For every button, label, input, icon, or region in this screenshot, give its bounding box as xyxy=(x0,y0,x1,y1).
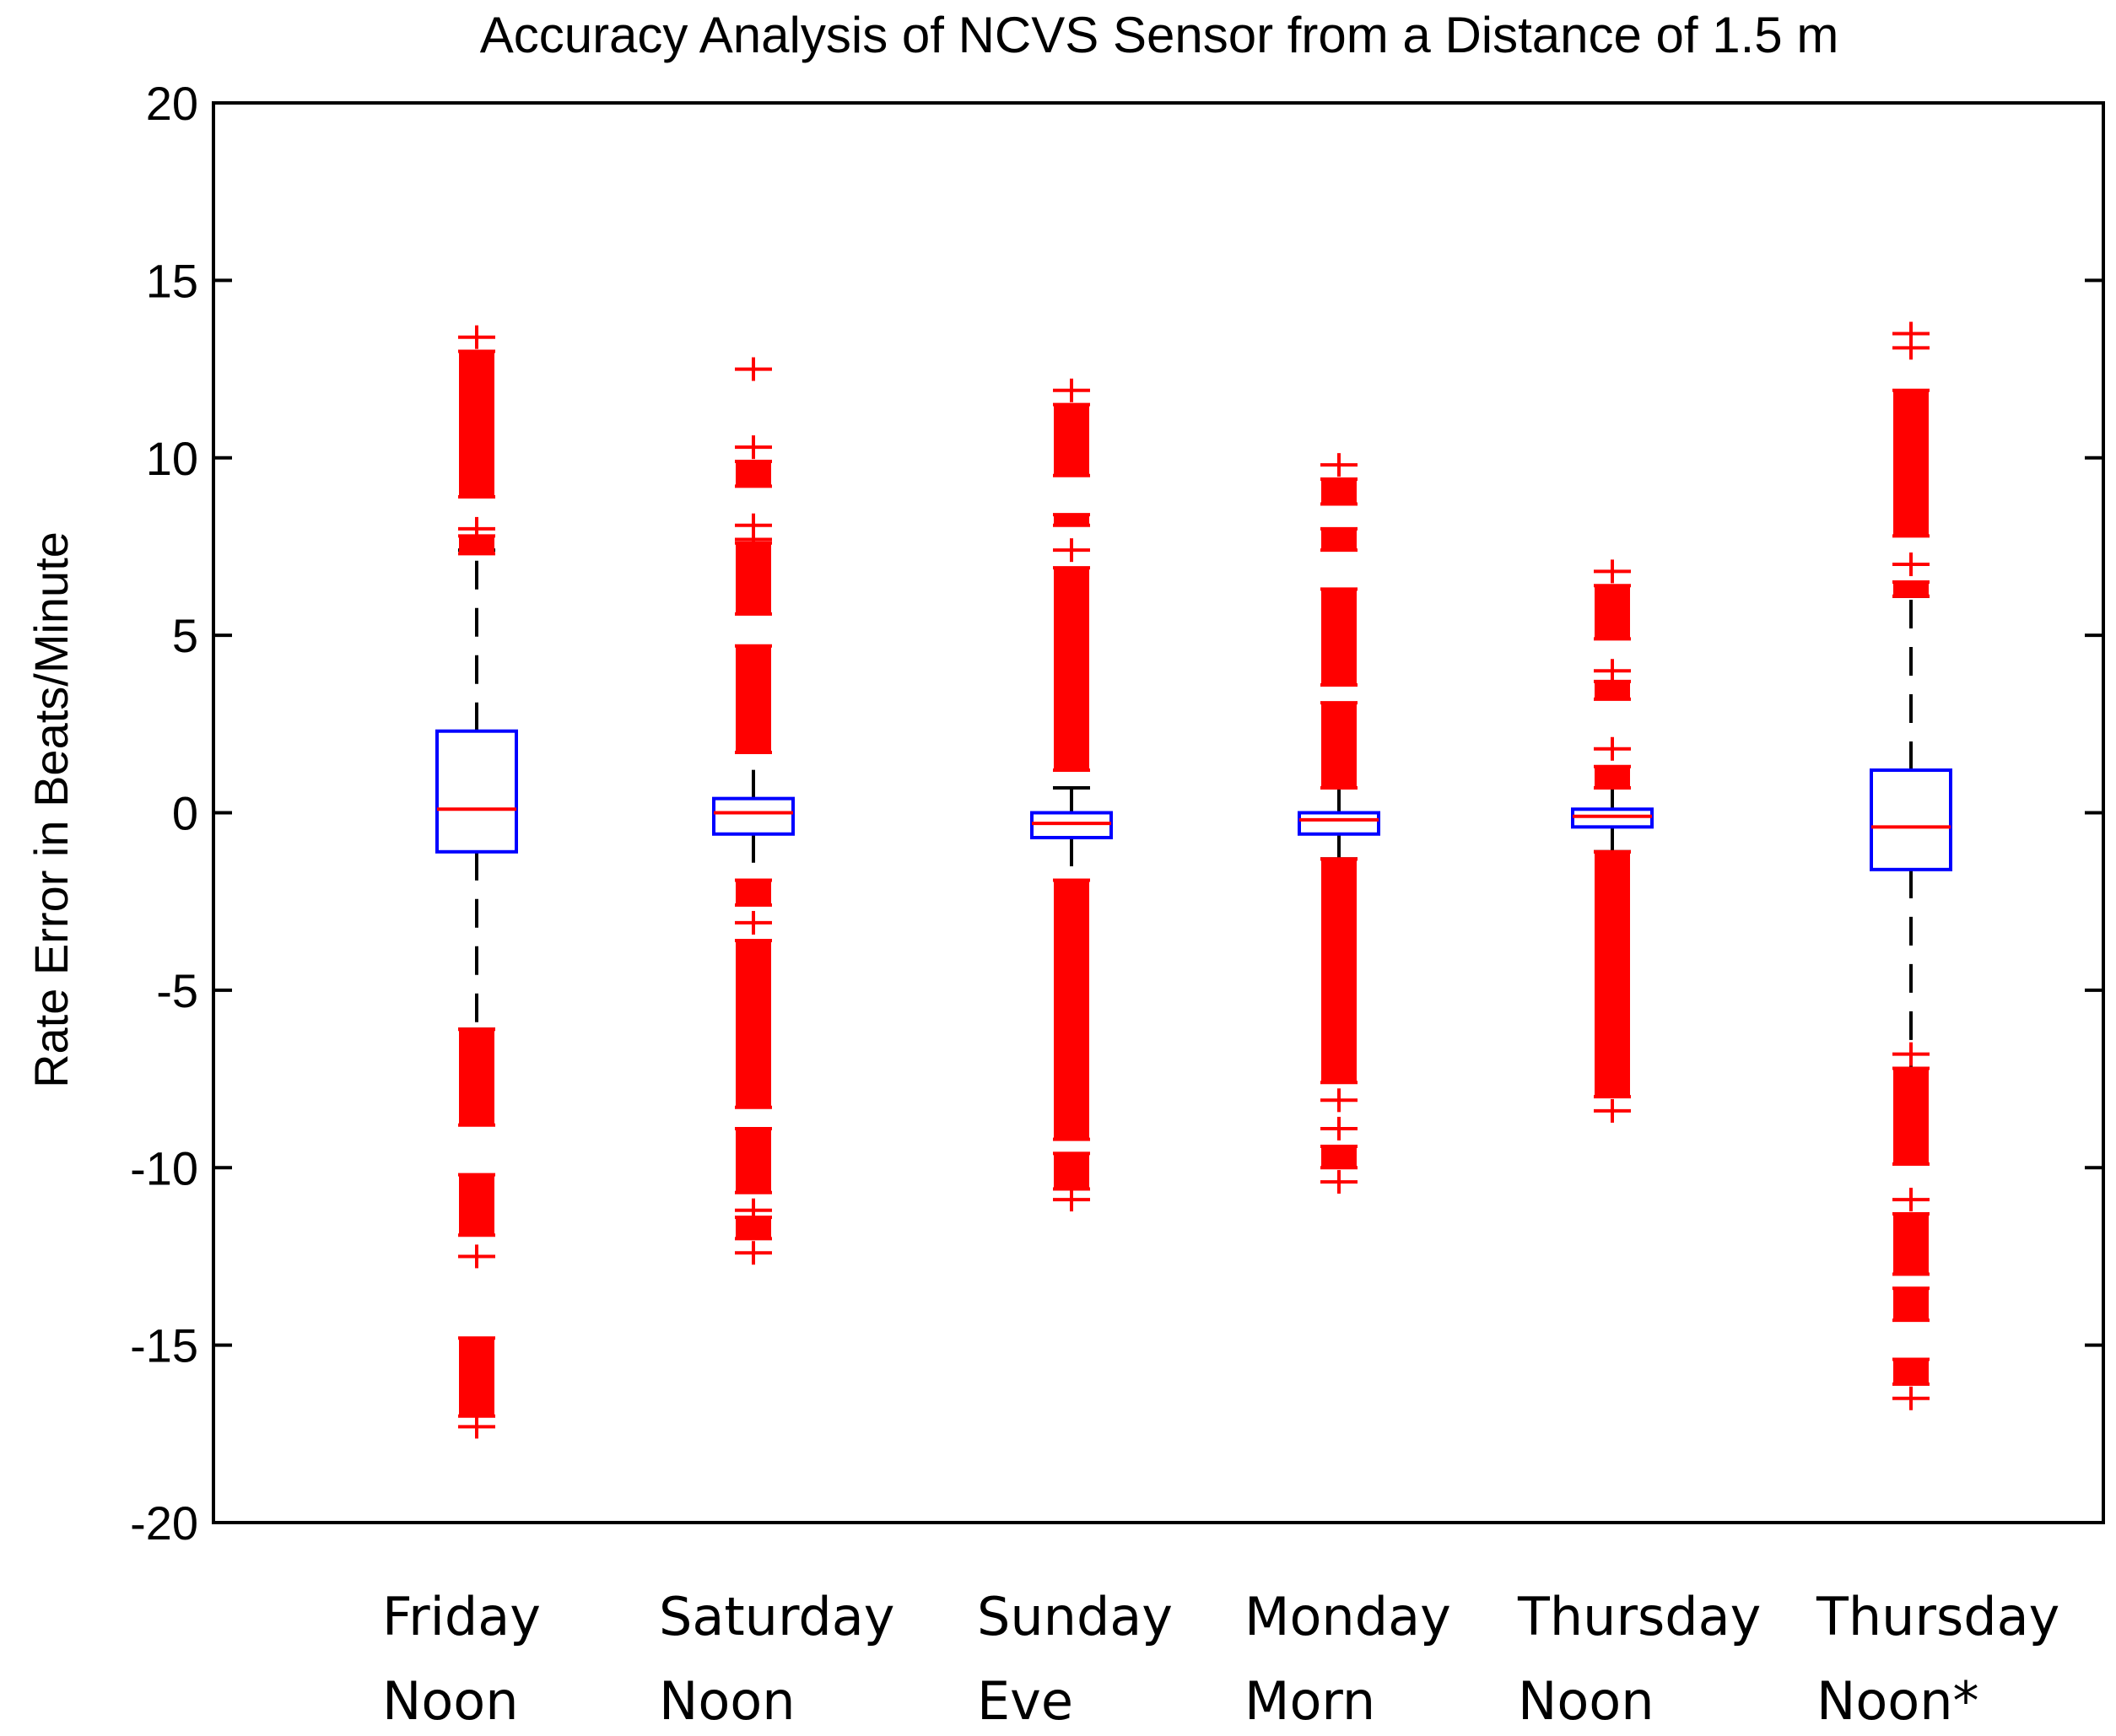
category-label-line1: Sunday xyxy=(977,1586,1173,1647)
outlier-band xyxy=(1595,585,1630,639)
box-group xyxy=(1030,378,1113,1212)
box xyxy=(1030,811,1113,839)
outlier-band xyxy=(459,351,494,498)
box-group xyxy=(712,357,795,1265)
category-label-line1: Friday xyxy=(382,1586,541,1647)
category-label-line2: Morn xyxy=(1244,1670,1375,1732)
outlier-band xyxy=(736,645,771,752)
box-group xyxy=(1870,321,1952,1410)
outlier-band xyxy=(1321,478,1357,504)
plot-area xyxy=(435,321,1952,1439)
category-label-line2: Noon* xyxy=(1816,1670,1979,1732)
outlier-band xyxy=(736,461,771,487)
outlier-band xyxy=(459,1338,494,1416)
y-tick-label: 0 xyxy=(172,787,198,840)
box-group xyxy=(1571,559,1654,1123)
category-label-line1: Thursday xyxy=(1517,1586,1761,1647)
box xyxy=(1870,768,1952,871)
category-label-line2: Noon xyxy=(659,1670,796,1732)
outlier-band xyxy=(1595,766,1630,789)
box-group xyxy=(435,325,518,1439)
y-axis-label: Rate Error in Beats/Minute xyxy=(24,531,78,1088)
category-label-line2: Noon xyxy=(382,1670,519,1732)
outlier-band xyxy=(736,542,771,614)
outlier-band xyxy=(1893,1359,1929,1384)
box xyxy=(712,796,795,836)
y-tick-label: -15 xyxy=(130,1319,198,1372)
outlier-band xyxy=(1054,1153,1089,1189)
outlier-band xyxy=(1893,1213,1929,1275)
y-tick-label: -5 xyxy=(156,964,198,1017)
outlier-band xyxy=(1893,1068,1929,1165)
outlier-band xyxy=(1321,589,1357,686)
category-label-line2: Eve xyxy=(977,1670,1073,1732)
category-label-line2: Noon xyxy=(1518,1670,1654,1732)
outlier-band xyxy=(1321,528,1357,551)
outlier-band xyxy=(1054,568,1089,771)
y-tick-label: 5 xyxy=(172,609,198,662)
box-group xyxy=(1298,453,1380,1194)
outlier-band xyxy=(1321,703,1357,789)
outlier-band xyxy=(1893,390,1929,536)
outlier-band xyxy=(1595,851,1630,1097)
y-axis: 20 15 10 5 0 -5 -10 -15 -20 xyxy=(130,77,2103,1550)
outlier-band xyxy=(736,880,771,905)
x-axis-categories: Friday Noon Saturday Noon Sunday Eve Monday Mor… xyxy=(382,1586,2059,1732)
outlier-band xyxy=(459,1029,494,1125)
category-label-line1: Saturday xyxy=(659,1586,894,1647)
y-tick-label: 10 xyxy=(146,432,198,485)
box xyxy=(435,729,518,854)
category-label-line1: Monday xyxy=(1244,1586,1451,1647)
plot-frame xyxy=(212,101,2105,1524)
outlier-band xyxy=(1893,1288,1929,1321)
outlier-band xyxy=(1321,859,1357,1083)
y-tick-label: 20 xyxy=(146,77,198,130)
outlier-band xyxy=(1054,880,1089,1140)
y-tick-label: -20 xyxy=(130,1496,198,1550)
outlier-band xyxy=(1054,404,1089,476)
y-tick-label: 15 xyxy=(146,254,198,307)
outlier-band xyxy=(1321,1146,1357,1168)
outlier-band xyxy=(459,536,494,554)
outlier-band xyxy=(736,940,771,1108)
outlier-band xyxy=(736,1128,771,1193)
outlier-band xyxy=(1054,515,1089,526)
category-label-line1: Thursday xyxy=(1816,1586,2059,1647)
y-tick-label: -10 xyxy=(130,1141,198,1194)
chart-title: Accuracy Analysis of NCVS Sensor from a … xyxy=(480,7,1839,63)
box xyxy=(1571,807,1654,829)
outlier-band xyxy=(459,1174,494,1236)
outlier-band xyxy=(1893,582,1929,596)
box xyxy=(1298,811,1380,836)
outlier-band xyxy=(1595,681,1630,699)
